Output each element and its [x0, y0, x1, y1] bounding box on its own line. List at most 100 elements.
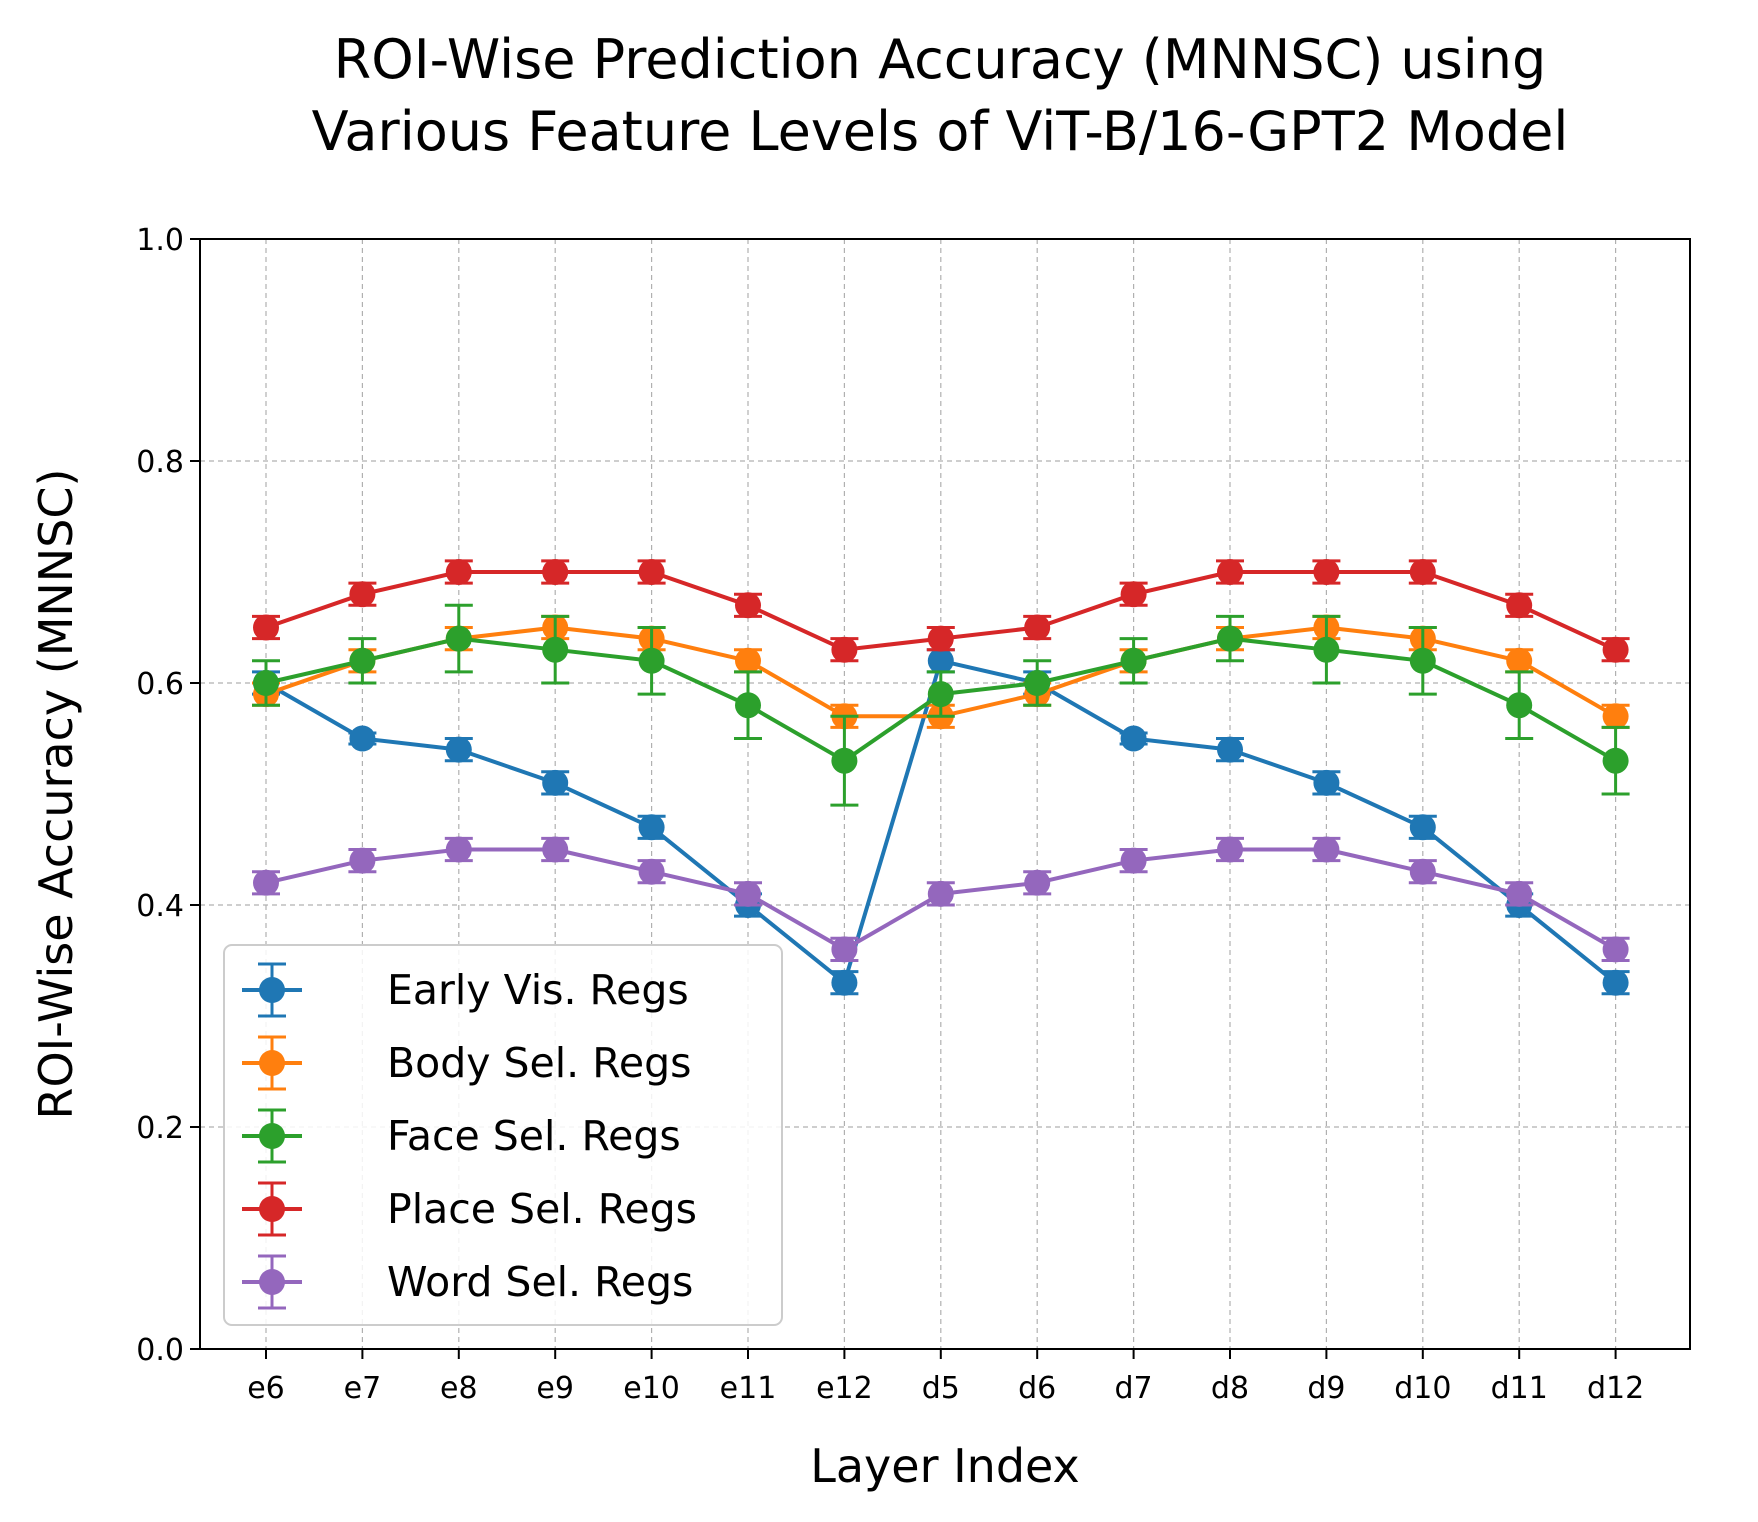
data-point	[1217, 836, 1243, 863]
data-point	[1602, 969, 1629, 996]
x-tick-label: d6	[1018, 1371, 1056, 1406]
legend-label: Early Vis. Regs	[387, 966, 689, 1014]
data-point	[1120, 647, 1147, 674]
data-point	[1506, 880, 1533, 907]
data-point	[1313, 559, 1340, 585]
x-axis-label: Layer Index	[810, 1439, 1080, 1493]
data-point	[1409, 814, 1436, 841]
chart-title-line-2: Various Feature Levels of ViT-B/16-GPT2 …	[312, 100, 1569, 163]
x-tick-label: d10	[1394, 1371, 1451, 1406]
x-tick-label: e12	[816, 1371, 873, 1406]
data-point	[1217, 736, 1243, 763]
x-tick-label: d7	[1115, 1371, 1153, 1406]
data-point	[1120, 725, 1147, 752]
data-point	[638, 559, 665, 585]
data-point	[253, 614, 279, 641]
x-tick-label: d8	[1211, 1371, 1249, 1406]
data-point	[638, 814, 665, 841]
x-tick-label: d12	[1587, 1371, 1644, 1406]
data-point	[1506, 647, 1533, 674]
data-point	[735, 647, 761, 674]
data-point	[1313, 769, 1340, 796]
data-point	[542, 559, 569, 585]
chart-title-line-1: ROI-Wise Prediction Accuracy (MNNSC) usi…	[334, 28, 1547, 91]
series-place-sel-regs	[252, 559, 1630, 663]
series-layer	[252, 559, 1630, 996]
series-face-sel-regs	[252, 603, 1630, 807]
data-point	[831, 636, 858, 663]
legend-entry: Body Sel. Regs	[242, 1035, 692, 1091]
data-point	[1506, 592, 1533, 619]
data-point	[1409, 559, 1436, 585]
y-tick-label: 0.0	[136, 1333, 184, 1368]
legend-entry: Word Sel. Regs	[242, 1254, 693, 1310]
data-point	[638, 858, 665, 885]
data-point	[927, 880, 954, 907]
data-point	[253, 670, 279, 696]
legend-entry: Early Vis. Regs	[242, 962, 689, 1018]
data-point	[445, 736, 472, 763]
data-point	[927, 681, 954, 708]
data-point	[735, 692, 761, 719]
data-point	[1024, 869, 1051, 896]
legend: Early Vis. Regs Body Sel. Regs Face Sel. R…	[223, 944, 783, 1326]
legend-label: Face Sel. Regs	[387, 1112, 681, 1160]
y-tick-label: 0.6	[136, 667, 184, 702]
y-tick-label: 0.4	[136, 889, 184, 924]
data-point	[1602, 636, 1629, 663]
data-point	[1602, 703, 1629, 730]
data-point	[1120, 847, 1147, 874]
data-point	[831, 936, 858, 963]
x-tick-label: e11	[720, 1371, 777, 1406]
data-point	[638, 647, 665, 674]
data-point	[1217, 625, 1243, 652]
legend-marker	[259, 1050, 285, 1076]
x-tick-label: d5	[922, 1371, 960, 1406]
data-point	[253, 869, 279, 896]
y-tick-label: 1.0	[136, 223, 184, 258]
data-point	[1506, 692, 1533, 719]
data-point	[349, 847, 376, 874]
y-axis: 0.0 0.2 0.4 0.6 0.8 1.0	[136, 223, 200, 1368]
data-point	[735, 880, 761, 907]
grid	[200, 239, 1690, 1349]
data-point	[927, 647, 954, 674]
data-point	[1602, 936, 1629, 963]
x-tick-label: e9	[536, 1371, 574, 1406]
data-point	[1602, 747, 1629, 774]
data-point	[542, 836, 569, 863]
data-point	[349, 725, 376, 752]
data-point	[1120, 581, 1147, 608]
x-tick-label: e8	[440, 1371, 478, 1406]
legend-label: Body Sel. Regs	[387, 1039, 692, 1087]
data-point	[831, 969, 858, 996]
x-tick-label: e7	[344, 1371, 382, 1406]
x-axis: e6 e7 e8 e9 e10 e11 e12 d5 d6 d7 d8 d9 d10 d11 d12	[247, 1349, 1644, 1406]
data-point	[1217, 559, 1243, 585]
x-tick-label: d11	[1491, 1371, 1548, 1406]
x-tick-label: d9	[1307, 1371, 1345, 1406]
data-point	[927, 625, 954, 652]
legend-marker	[259, 1196, 285, 1222]
data-point	[445, 559, 472, 585]
data-point	[349, 581, 376, 608]
legend-entry: Place Sel. Regs	[242, 1181, 697, 1237]
legend-marker	[259, 977, 285, 1003]
data-point	[1024, 670, 1051, 696]
data-point	[542, 636, 569, 663]
legend-label: Place Sel. Regs	[387, 1185, 697, 1233]
data-point	[1024, 614, 1051, 641]
data-point	[1313, 836, 1340, 863]
data-point	[735, 592, 761, 619]
data-point	[445, 836, 472, 863]
data-point	[445, 625, 472, 652]
series-word-sel-regs	[252, 836, 1630, 963]
legend-box	[223, 944, 783, 1326]
legend-entry: Face Sel. Regs	[242, 1108, 681, 1164]
data-point	[542, 769, 569, 796]
data-point	[349, 647, 376, 674]
y-tick-label: 0.2	[136, 1111, 184, 1146]
y-axis-label: ROI-Wise Accuracy (MNNSC)	[29, 469, 83, 1120]
x-tick-label: e10	[623, 1371, 680, 1406]
